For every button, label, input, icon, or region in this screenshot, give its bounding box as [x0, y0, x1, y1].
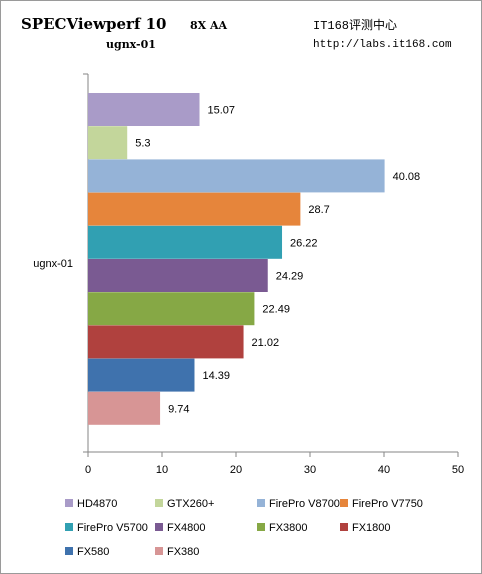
legend-label: FirePro V7750: [352, 498, 423, 510]
legend-label: FX580: [77, 546, 109, 558]
legend-label: FX1800: [352, 522, 391, 534]
bar-value-label: 15.07: [208, 105, 236, 117]
legend-label: FX4800: [167, 522, 206, 534]
bar-value-label: 9.74: [168, 403, 189, 415]
legend-label: HD4870: [77, 498, 117, 510]
chart-subtitle: ugnx-01: [106, 38, 156, 51]
bar-fx580: [88, 358, 195, 392]
legend-swatch: [340, 499, 348, 507]
x-tick-label: 50: [452, 464, 464, 476]
bar-hd4870: [88, 93, 200, 126]
legend-swatch: [65, 547, 73, 555]
chart-title: SPECViewperf 10: [21, 15, 167, 33]
legend-label: FirePro V5700: [77, 522, 148, 534]
legend-label: FirePro V8700: [269, 498, 340, 510]
bar-value-label: 24.29: [276, 271, 304, 283]
source-name: IT168评测中心: [313, 17, 397, 33]
legend-swatch: [257, 499, 265, 507]
bar-value-label: 26.22: [290, 237, 318, 249]
bar-value-label: 22.49: [262, 304, 290, 316]
bar-fx4800: [88, 259, 268, 292]
bar-value-label: 5.3: [135, 138, 150, 150]
bar-value-label: 21.02: [252, 337, 280, 349]
bar-fx3800: [88, 292, 255, 326]
source-url: http://labs.it168.com: [313, 39, 452, 51]
x-tick-label: 30: [304, 464, 316, 476]
x-tick-label: 20: [230, 464, 242, 476]
bar-firepro-v7750: [88, 192, 301, 226]
bar-fx380: [88, 391, 161, 425]
bar-value-label: 40.08: [393, 171, 421, 183]
legend-swatch: [65, 499, 73, 507]
legend-swatch: [155, 499, 163, 507]
legend-swatch: [257, 523, 265, 531]
legend-label: FX380: [167, 546, 199, 558]
legend-label: FX3800: [269, 522, 308, 534]
bar-value-label: 14.39: [202, 370, 230, 382]
bar-firepro-v5700: [88, 225, 283, 259]
x-tick-label: 10: [156, 464, 168, 476]
legend-swatch: [155, 547, 163, 555]
bar-fx1800: [88, 325, 244, 359]
y-category-label: ugnx-01: [33, 258, 73, 270]
bar-value-label: 28.7: [308, 204, 329, 216]
legend-swatch: [155, 523, 163, 531]
legend-swatch: [65, 523, 73, 531]
legend-swatch: [340, 523, 348, 531]
legend-label: GTX260+: [167, 498, 214, 510]
bar-firepro-v8700: [88, 159, 385, 193]
chart-title-suffix: 8X AA: [190, 19, 228, 32]
x-tick-label: 40: [378, 464, 390, 476]
bar-gtx260-: [88, 126, 128, 160]
x-tick-label: 0: [85, 464, 91, 476]
